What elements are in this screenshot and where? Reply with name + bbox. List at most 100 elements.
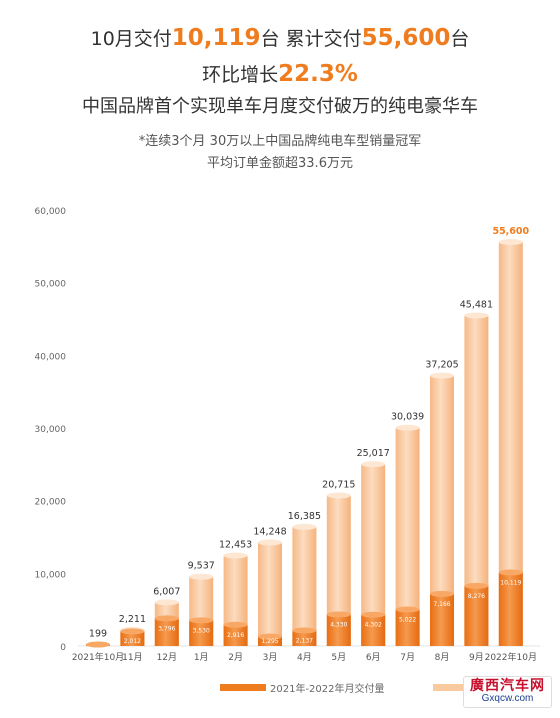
cumulative-value-label: 45,481 xyxy=(460,300,493,311)
cumulative-value-label: 199 xyxy=(89,629,107,640)
y-tick-label: 10,000 xyxy=(35,570,67,580)
cumulative-bar-cap xyxy=(395,424,420,431)
watermark-en: Gxqcw.com xyxy=(481,692,534,704)
monthly-bar-cap xyxy=(430,590,454,597)
monthly-bar xyxy=(189,620,214,646)
monthly-bar xyxy=(361,614,386,646)
growth-number: 22.3% xyxy=(278,61,358,87)
monthly-bar-cap xyxy=(292,627,317,634)
growth-text: 环比增长 xyxy=(202,64,279,86)
cumulative-value-label: 2,211 xyxy=(119,614,146,625)
cumulative-value-label: 20,715 xyxy=(322,479,355,490)
delivery-bar-chart: 0 10,000 20,000 30,000 40,000 50,000 60,000 199… xyxy=(35,207,540,663)
cumulative-value-label: 55,600 xyxy=(492,226,529,237)
footnote-order-amount: 平均订单金额超33.6万元 xyxy=(207,156,353,171)
monthly-value-label: 2,012 xyxy=(124,638,141,645)
monthly-bar-cap xyxy=(120,628,145,635)
cumulative-value-label: 14,248 xyxy=(253,526,286,537)
cumulative-value-label: 6,007 xyxy=(153,586,180,597)
y-tick-label: 20,000 xyxy=(35,498,67,508)
x-tick-label: 8月 xyxy=(435,652,450,663)
monthly-value-label: 8,276 xyxy=(468,593,485,600)
monthly-bar xyxy=(430,593,454,646)
x-tick-label: 2月 xyxy=(228,652,243,663)
cumulative-value-label: 16,385 xyxy=(288,511,321,522)
monthly-bar xyxy=(395,609,420,646)
monthly-bar-cap xyxy=(154,615,179,622)
monthly-bar xyxy=(223,624,248,646)
monthly-bar xyxy=(326,614,351,646)
legend-swatch-monthly xyxy=(220,684,266,691)
monthly-bar-cap xyxy=(395,606,420,613)
monthly-value-label: 4,330 xyxy=(330,622,347,629)
delivery-headline: 10月交付10,119台 累计交付55,600台 xyxy=(0,24,560,51)
watermark-logo: 廣西汽车网 Gxqcw.com xyxy=(463,676,552,709)
cumulative-bar xyxy=(292,526,317,646)
monthly-value-label: 10,119 xyxy=(500,579,521,586)
monthly-value-label: 1,295 xyxy=(261,638,278,645)
monthly-bar-cap xyxy=(86,641,110,648)
legend-label-monthly: 2021年-2022年月交付量 xyxy=(270,684,385,695)
cumulative-value-label: 25,017 xyxy=(357,448,390,459)
cumulative-bar-cap xyxy=(223,552,248,559)
monthly-value-label: 4,302 xyxy=(365,622,382,629)
monthly-bar-cap xyxy=(361,611,386,618)
cumulative-value-label: 37,205 xyxy=(425,360,458,371)
monthly-bar-cap xyxy=(498,569,523,576)
x-tick-label: 6月 xyxy=(366,652,381,663)
monthly-value-label: 7,166 xyxy=(433,601,450,608)
monthly-bar-cap xyxy=(326,611,351,618)
monthly-bar xyxy=(120,631,145,646)
cumulative-bar-cap xyxy=(464,312,489,319)
monthly-delivery-number: 10,119 xyxy=(171,25,261,51)
cumulative-value-label: 12,453 xyxy=(219,540,252,551)
cumulative-bar-cap xyxy=(189,573,214,580)
watermark-cn: 廣西汽车网 xyxy=(470,678,545,694)
cumulative-bar-cap xyxy=(430,372,454,379)
chart-legend: 2021年-2022年月交付量 20 xyxy=(220,680,495,695)
monthly-bar xyxy=(154,618,179,646)
monthly-value-label: 2,916 xyxy=(227,632,244,639)
cumulative-bar-cap xyxy=(361,461,386,468)
monthly-bar xyxy=(464,585,489,646)
cumulative-bar xyxy=(258,542,282,646)
monthly-bar-cap xyxy=(258,633,282,640)
headline-text-c: 台 xyxy=(450,28,470,50)
cumulative-bar-cap xyxy=(498,238,523,245)
x-tick-label: 12月 xyxy=(157,652,177,663)
monthly-bar xyxy=(498,572,523,646)
cumulative-value-label: 9,537 xyxy=(188,561,215,572)
cumulative-bar-cap xyxy=(292,523,317,530)
x-tick-label: 3月 xyxy=(263,652,278,663)
y-tick-label: 0 xyxy=(60,643,66,653)
monthly-bar-cap xyxy=(189,617,214,624)
x-tick-label: 11月 xyxy=(122,652,142,663)
headline-text-b: 台 累计交付 xyxy=(260,28,362,50)
x-tick-label: 5月 xyxy=(331,652,346,663)
monthly-value-label: 5,022 xyxy=(399,617,416,624)
x-tick-label: 7月 xyxy=(400,652,415,663)
cumulative-bar-cap xyxy=(154,599,179,606)
y-tick-label: 50,000 xyxy=(35,280,67,290)
cumulative-delivery-number: 55,600 xyxy=(361,25,451,51)
x-tick-label: 2021年10月 xyxy=(72,651,124,663)
monthly-bar-cap xyxy=(223,621,248,628)
x-tick-label: 4月 xyxy=(297,652,312,663)
x-tick-label: 2022年10月 xyxy=(485,651,537,663)
headline-text-a: 10月交付 xyxy=(90,28,172,50)
growth-headline: 环比增长22.3% xyxy=(0,60,560,87)
legend-swatch-cumulative xyxy=(432,684,479,691)
monthly-bar xyxy=(258,636,282,646)
monthly-value-label: 3,530 xyxy=(193,627,210,634)
monthly-bar xyxy=(292,630,317,646)
y-tick-label: 60,000 xyxy=(35,207,67,217)
x-tick-label: 9月 xyxy=(469,652,484,663)
monthly-bar-cap xyxy=(464,582,489,589)
monthly-value-label: 2,137 xyxy=(296,637,313,644)
y-tick-label: 30,000 xyxy=(35,425,67,435)
subtitle: 中国品牌首个实现单车月度交付破万的纯电豪华车 xyxy=(82,96,478,117)
cumulative-bar-cap xyxy=(326,492,351,499)
monthly-value-label: 3,796 xyxy=(158,625,175,632)
cumulative-bar-cap xyxy=(258,539,282,546)
footnote-champion: *连续3个月 30万以上中国品牌纯电车型销量冠军 xyxy=(138,134,422,149)
